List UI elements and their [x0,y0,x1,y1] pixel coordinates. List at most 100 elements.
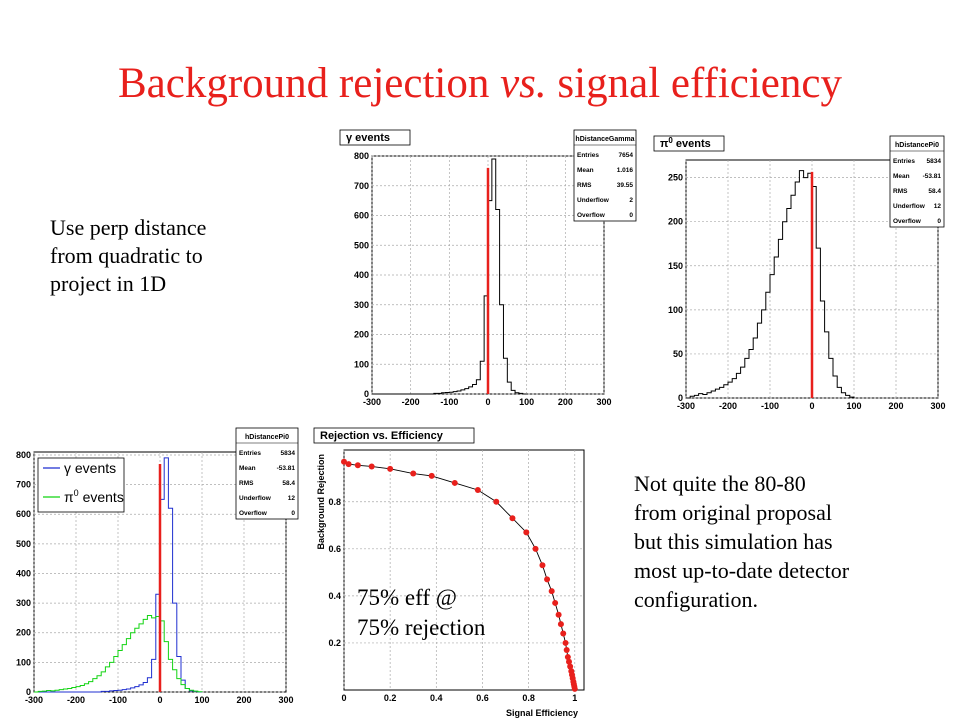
x-tick-label: 100 [846,401,861,411]
y-tick-label: 100 [668,305,683,315]
efficiency-point [552,599,559,606]
x-tick-label: -100 [440,397,458,407]
y-tick-label: 200 [16,628,31,638]
efficiency-point [548,588,555,595]
gamma-histogram-svg: -300 -200 -100 0 100 200 300 0 100 200 300 400 500 60… [339,129,637,407]
legend-label: π0 events [64,488,124,505]
x-tick-label: 0 [485,397,490,407]
legend-label: γ events [64,460,116,476]
stats-value: 39.55 [617,182,634,189]
y-tick-label: 400 [354,270,369,280]
y-tick-label: 500 [354,240,369,250]
rejection-efficiency-plot: 0 0.2 0.4 0.6 0.8 1 0.2 0.4 0.6 0.8 Rejection vs. … [308,424,590,720]
y-tick-label: 0.6 [328,544,341,554]
stats-key: Underflow [577,197,610,204]
x-tick-label: 1 [572,693,577,703]
stats-value: 1.016 [617,167,634,174]
x-tick-label: 200 [888,401,903,411]
rejection-efficiency-svg: 0 0.2 0.4 0.6 0.8 1 0.2 0.4 0.6 0.8 Rejection vs. … [313,427,585,718]
stats-key: Mean [893,173,910,180]
chart-title: Rejection vs. Efficiency [320,430,444,442]
x-axis-label: Signal Efficiency [506,708,578,718]
y-tick-label: 100 [16,657,31,667]
efficiency-point [474,487,481,493]
stats-key: Underflow [893,203,926,210]
stats-key: Mean [239,465,256,472]
x-tick-label: 300 [930,401,945,411]
left-note-line: from quadratic to [50,243,203,268]
stats-value: 0 [629,212,633,219]
stats-key: Mean [577,167,594,174]
stats-value: 0 [291,510,295,517]
x-tick-label: 200 [558,397,573,407]
stats-value: 7654 [619,152,634,159]
y-tick-label: 500 [16,539,31,549]
y-tick-label: 200 [354,330,369,340]
x-tick-label: 0 [157,695,162,705]
y-tick-label: 0.2 [328,638,341,648]
efficiency-point [562,639,569,646]
stats-value: 58.4 [282,480,295,487]
right-note-line: Not quite the 80-80 [634,471,806,496]
efficiency-point [560,630,567,637]
efficiency-point [567,663,574,670]
efficiency-point [557,621,564,628]
x-tick-label: -100 [109,695,127,705]
y-axis-label: Background Rejection [316,454,326,550]
stats-name: hDistancePi0 [895,142,939,149]
stats-key: Overflow [239,510,268,517]
y-tick-label: 700 [354,181,369,191]
y-tick-label: 600 [16,509,31,519]
x-tick-label: 200 [236,695,251,705]
pi0-histogram-svg: -300 -200 -100 0 100 200 300 0 50 100 150 200 250 π0 … [653,135,946,411]
stats-value: 12 [934,203,942,210]
stats-name: hDistancePi0 [245,434,289,441]
y-tick-label: 100 [354,359,369,369]
efficiency-callout: 75% eff @ 75% rejection [357,583,485,643]
y-tick-label: 400 [16,568,31,578]
x-tick-label: 100 [194,695,209,705]
efficiency-point [544,576,551,583]
y-tick-label: 200 [668,217,683,227]
right-note-line: from original proposal [634,500,832,525]
histogram-series [34,457,202,693]
efficiency-point [341,458,347,465]
slide-title: Background rejection vs. signal efficien… [0,62,960,105]
x-tick-label: 0.2 [384,693,397,703]
stats-value: 58.4 [928,188,941,195]
left-note: Use perp distance from quadratic to proj… [50,214,206,298]
x-tick-label: 0.6 [476,693,489,703]
title-rest: signal efficiency [557,60,842,107]
y-tick-label: 800 [16,450,31,460]
x-tick-label: -300 [677,401,695,411]
right-note-line: but this simulation has [634,529,833,554]
stats-key: Entries [577,152,599,159]
y-tick-label: 0.4 [328,591,341,601]
y-tick-label: 0 [26,687,31,697]
stats-value: -53.81 [923,173,942,180]
stats-key: Entries [239,450,261,457]
stats-value: 12 [288,495,296,502]
efficiency-point [571,685,578,692]
callout-line: 75% rejection [357,615,486,640]
x-tick-label: -300 [363,397,381,407]
efficiency-point [368,463,375,470]
efficiency-point [354,462,361,469]
stats-value: 5834 [927,158,942,165]
y-tick-label: 300 [354,300,369,310]
x-tick-label: -200 [719,401,737,411]
x-tick-label: 0 [809,401,814,411]
stats-box [573,129,637,222]
x-tick-label: 300 [278,695,293,705]
efficiency-point [564,654,571,661]
x-tick-label: -200 [402,397,420,407]
y-tick-label: 0 [678,393,683,403]
efficiency-point [509,515,516,522]
y-tick-label: 0.8 [328,497,341,507]
efficiency-point [345,461,352,468]
stats-key: RMS [239,480,254,487]
x-tick-label: -200 [67,695,85,705]
right-note-line: configuration. [634,587,759,612]
efficiency-point [563,647,570,653]
histogram-series [686,170,855,399]
